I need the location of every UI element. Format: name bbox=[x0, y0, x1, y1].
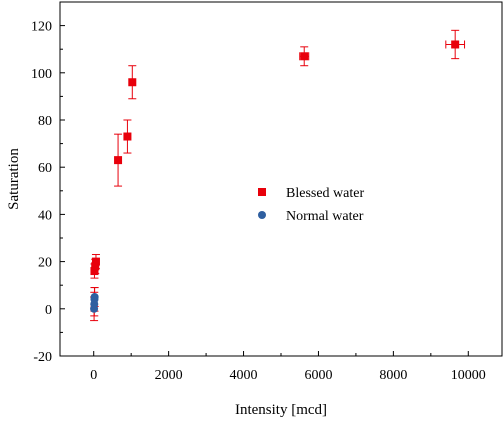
y-tick-label: 80 bbox=[38, 114, 52, 129]
data-point-blessed-water bbox=[91, 262, 100, 271]
data-point-blessed-water bbox=[114, 156, 123, 165]
y-tick-label: 40 bbox=[38, 208, 52, 223]
x-tick-label: 8000 bbox=[379, 368, 407, 383]
legend-label: Normal water bbox=[286, 209, 364, 224]
axes bbox=[59, 1, 503, 357]
y-tick-label: -20 bbox=[33, 350, 52, 365]
data-point-blessed-water bbox=[128, 78, 137, 87]
legend-marker-circle bbox=[258, 211, 266, 219]
x-tick-label: 4000 bbox=[230, 368, 258, 383]
data-points bbox=[90, 40, 460, 313]
data-point-normal-water bbox=[90, 293, 99, 301]
y-tick-label: 60 bbox=[38, 161, 52, 176]
y-tick-label: 100 bbox=[31, 67, 52, 82]
legend: Blessed water Normal water bbox=[258, 186, 364, 224]
legend-marker-square bbox=[258, 188, 266, 196]
data-point-blessed-water bbox=[90, 267, 99, 276]
plot-frame bbox=[59, 1, 503, 357]
y-axis-title: Saturation bbox=[6, 148, 22, 210]
legend-label: Blessed water bbox=[286, 186, 364, 201]
data-point-blessed-water bbox=[451, 40, 460, 49]
x-axis-title: Intensity [mcd] bbox=[235, 402, 327, 418]
x-tick-label: 2000 bbox=[155, 368, 183, 383]
y-tick-label: 0 bbox=[45, 303, 52, 318]
data-point-blessed-water bbox=[300, 52, 309, 61]
data-point-blessed-water bbox=[123, 132, 132, 141]
y-tick-label: 120 bbox=[31, 20, 52, 35]
x-tick-label: 6000 bbox=[304, 368, 332, 383]
x-tick-label: 0 bbox=[90, 368, 97, 383]
x-tick-label: 10000 bbox=[451, 368, 486, 383]
y-tick-label: 20 bbox=[38, 256, 52, 271]
error-bars bbox=[90, 29, 466, 322]
data-point-blessed-water bbox=[91, 257, 100, 266]
tick-labels: -20 0 20 40 60 80 100 120 0 2000 4000 6000 8000 10000 bbox=[31, 20, 486, 383]
